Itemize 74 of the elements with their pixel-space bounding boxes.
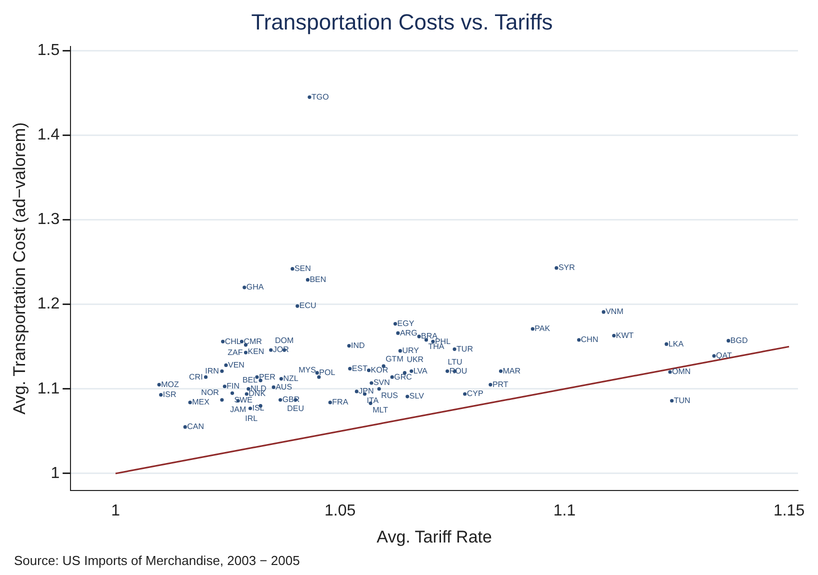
- data-label: GTM: [386, 354, 404, 364]
- x-tick-label: 1.1: [553, 502, 576, 520]
- data-label: CYP: [466, 389, 484, 398]
- data-label: IND: [351, 340, 366, 350]
- data-label: DNK: [248, 389, 266, 398]
- data-label: FRA: [332, 398, 349, 407]
- x-tick-label: 1.15: [773, 502, 805, 520]
- data-label: BGD: [730, 336, 748, 345]
- data-label: MYS: [298, 365, 316, 374]
- data-label: CHN: [580, 335, 598, 344]
- y-tick-label: 1.3: [37, 211, 60, 228]
- data-label: GRC: [394, 372, 412, 382]
- data-label: CMR: [244, 336, 262, 346]
- data-label: TGO: [312, 92, 329, 102]
- source-note: Source: US Imports of Merchandise, 2003 − 2005: [14, 553, 300, 568]
- data-label: ZAF: [228, 348, 243, 357]
- x-axis-title: Avg. Tariff Rate: [376, 527, 492, 546]
- data-label: SVN: [373, 378, 390, 388]
- data-label: URY: [402, 346, 420, 356]
- data-label: BEN: [310, 275, 326, 284]
- data-label: CAN: [187, 422, 204, 432]
- data-label: PRT: [492, 380, 508, 389]
- data-label: VEN: [228, 360, 245, 370]
- data-label: QAT: [716, 351, 732, 360]
- data-label: FIN: [226, 382, 240, 391]
- data-label: MEX: [192, 398, 210, 407]
- y-tick-label: 1.2: [37, 296, 60, 313]
- data-label: AUS: [276, 382, 292, 392]
- data-label: POL: [319, 368, 336, 378]
- data-label: LTU: [448, 357, 462, 366]
- data-label: BEL: [242, 376, 258, 385]
- x-tick-label: 1.05: [324, 502, 356, 520]
- data-label: DEU: [287, 404, 304, 414]
- data-label: NZL: [283, 374, 299, 383]
- data-label: OMN: [672, 367, 691, 376]
- data-label: IRL: [245, 414, 258, 424]
- data-label: LKA: [668, 339, 684, 348]
- data-label: KEN: [248, 347, 264, 356]
- y-tick-label: 1: [50, 464, 60, 482]
- y-tick-label: 1.4: [37, 126, 60, 144]
- data-label: JAM: [230, 404, 246, 414]
- data-label: UKR: [406, 355, 424, 364]
- y-tick-label: 1.1: [37, 380, 60, 398]
- data-label: RUS: [381, 391, 398, 400]
- data-label: TUN: [674, 396, 690, 405]
- x-tick-label: 1: [111, 502, 120, 520]
- data-label: GHA: [246, 282, 264, 292]
- data-label: ISR: [162, 390, 176, 400]
- data-label: EGY: [397, 318, 415, 328]
- data-label: LVA: [413, 366, 428, 376]
- data-label: PER: [258, 372, 276, 382]
- data-label: CHL: [224, 336, 242, 346]
- data-label: PAK: [534, 324, 551, 334]
- y-axis-title: Avg. Transportation Cost (ad−valorem): [10, 122, 29, 414]
- data-label: IRN: [205, 366, 220, 376]
- data-label: DOM: [275, 336, 294, 346]
- data-label: CRI: [189, 372, 203, 382]
- data-label: ECU: [299, 301, 316, 310]
- data-label: MLT: [372, 405, 388, 414]
- data-label: ARG: [400, 328, 418, 338]
- data-label: SEN: [294, 264, 312, 274]
- data-label: VNM: [606, 307, 624, 316]
- chart-title: Transportation Costs vs. Tariffs: [251, 9, 553, 34]
- data-label: JPN: [358, 386, 374, 396]
- data-label: SYR: [558, 263, 576, 272]
- data-label: TUR: [456, 344, 474, 354]
- y-tick-label: 1.5: [37, 42, 60, 60]
- data-label: NOR: [201, 388, 220, 398]
- data-label: KOR: [370, 366, 388, 375]
- data-label: KWT: [616, 330, 634, 340]
- data-label: MAR: [502, 366, 521, 376]
- data-label: EST: [352, 364, 368, 373]
- data-label: MOZ: [161, 380, 179, 389]
- data-label: SLV: [409, 392, 425, 401]
